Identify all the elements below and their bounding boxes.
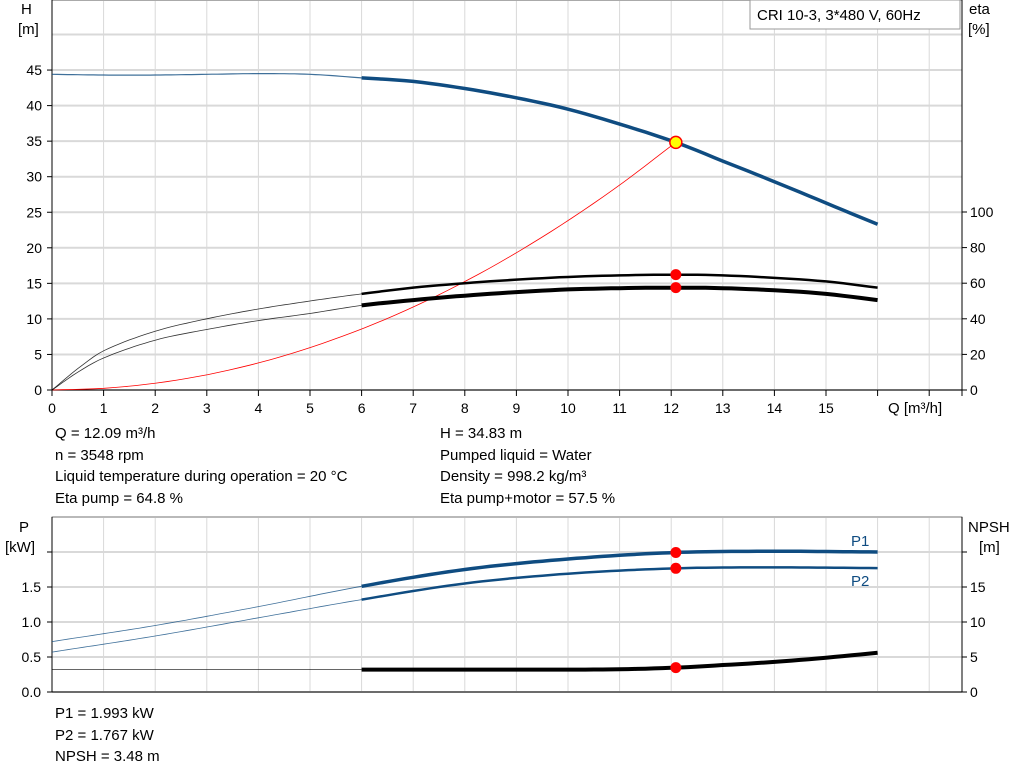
q-tick-label: 10 (560, 400, 576, 416)
title-box: CRI 10-3, 3*480 V, 60Hz (749, 0, 961, 30)
q-tick-label: 7 (409, 400, 417, 416)
top-chart-grid (51, 0, 963, 396)
h-axis-label: H (21, 1, 32, 18)
npsh-tick-label: 15 (970, 579, 986, 595)
info-p1: P1 = 1.993 kW (55, 705, 154, 722)
system-curve (51, 142, 677, 391)
curves (51, 73, 879, 674)
info-eta-pump-motor: Eta pump+motor = 57.5 % (440, 489, 616, 507)
info-bottom: P1 = 1.993 kW P2 = 1.767 kW NPSH = 3.48 … (55, 703, 160, 768)
chart-title: CRI 10-3, 3*480 V, 60Hz (757, 7, 921, 24)
q-axis-label: Q [m³/h] (888, 400, 942, 417)
eta-pump-curve (361, 273, 878, 296)
info-temperature: Liquid temperature during operation = 20… (55, 468, 348, 485)
p2-operating-point (670, 562, 682, 574)
p2-series-label: P2 (851, 573, 869, 590)
q-tick-label: 2 (151, 400, 159, 416)
eta-pump-curve-extended (51, 293, 362, 391)
npsh-tick-label: 0 (970, 684, 978, 700)
p-axis-label: P (19, 519, 29, 536)
q-tick-label: 4 (255, 400, 263, 416)
q-tick-label: 15 (818, 400, 834, 416)
info-head: H = 34.83 m (440, 425, 523, 442)
npsh-axis-label: NPSH (968, 519, 1010, 536)
q-tick-label: 6 (358, 400, 366, 416)
info-left: Q = 12.09 m³/h n = 3548 rpm Liquid tempe… (55, 423, 347, 509)
npsh-tick-label: 10 (970, 614, 986, 630)
info-liquid: Pumped liquid = Water (440, 446, 592, 464)
p-tick-label: 0.0 (22, 684, 42, 700)
q-tick-label: 1 (100, 400, 108, 416)
h-tick-label: 45 (26, 62, 42, 78)
h-tick-label: 40 (26, 98, 42, 114)
p-axis-unit: [kW] (5, 539, 35, 556)
p-tick-label: 1.0 (22, 614, 42, 630)
p1-series-label: P1 (851, 533, 869, 550)
q-tick-label: 11 (612, 400, 627, 416)
q-tick-label: 14 (767, 400, 783, 416)
h-tick-label: 20 (26, 240, 42, 256)
h-tick-label: 30 (26, 169, 42, 185)
p1-curve-extended (51, 585, 362, 642)
eta-tick-label: 20 (970, 346, 986, 362)
npsh-tick-label: 5 (970, 649, 978, 665)
duty-point-marker (669, 135, 683, 150)
p2-curve-extended (51, 599, 362, 653)
eta-pump-motor-operating-point (670, 282, 682, 294)
q-tick-label: 5 (306, 400, 314, 416)
q-tick-label: 12 (663, 400, 679, 416)
eta-pump-motor-curve (361, 285, 878, 308)
p2-curve (361, 566, 878, 601)
info-speed: n = 3548 rpm (55, 446, 144, 464)
info-p2: P2 = 1.767 kW (55, 726, 154, 744)
npsh-operating-point (670, 662, 682, 674)
info-npsh: NPSH = 3.48 m (55, 748, 160, 765)
bottom-chart-grid (51, 516, 963, 693)
eta-tick-label: 40 (970, 311, 986, 327)
h-tick-label: 5 (34, 346, 42, 362)
head-curve-extended (51, 73, 362, 79)
h-tick-label: 25 (26, 204, 42, 220)
q-tick-label: 13 (715, 400, 731, 416)
npsh-curve (361, 650, 878, 672)
info-eta-pump: Eta pump = 64.8 % (55, 489, 183, 507)
q-tick-label: 0 (48, 400, 56, 416)
p-tick-label: 1.5 (22, 579, 42, 595)
eta-axis-unit: [%] (968, 21, 990, 38)
info-flow: Q = 12.09 m³/h (55, 425, 156, 442)
h-tick-label: 35 (26, 133, 42, 149)
eta-tick-label: 0 (970, 382, 978, 398)
h-tick-label: 15 (26, 275, 42, 291)
q-tick-label: 3 (203, 400, 211, 416)
npsh-axis-unit: [m] (979, 539, 1000, 556)
tick-labels: 0 1 2 3 4 5 6 7 8 9 10 11 12 13 14 15051015202530354045… (22, 62, 994, 700)
head-curve (361, 76, 879, 226)
p-tick-label: 0.5 (22, 649, 42, 665)
p1-operating-point (670, 546, 682, 558)
eta-axis-label: eta (969, 1, 991, 18)
h-axis-unit: [m] (18, 21, 39, 38)
q-tick-label: 8 (461, 400, 469, 416)
eta-pump-motor-curve-extended (51, 305, 362, 391)
q-tick-label: 9 (513, 400, 521, 416)
h-tick-label: 0 (34, 382, 42, 398)
p1-curve (361, 549, 878, 589)
info-density: Density = 998.2 kg/m³ (440, 468, 587, 485)
eta-tick-label: 100 (970, 204, 994, 220)
eta-tick-label: 80 (970, 240, 986, 256)
eta-tick-label: 60 (970, 275, 986, 291)
h-tick-label: 10 (26, 311, 42, 327)
info-right: H = 34.83 m Pumped liquid = Water Densit… (440, 423, 615, 509)
eta-pump-operating-point (670, 269, 682, 281)
